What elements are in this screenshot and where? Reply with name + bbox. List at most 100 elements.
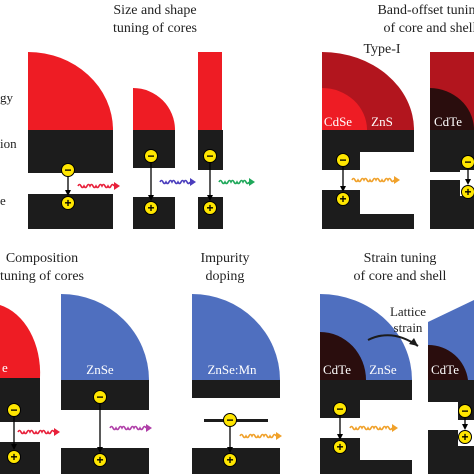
type-i-label: Type-I [363, 42, 400, 57]
medium-dot-hole-sign: + [147, 201, 154, 215]
znse-mn-hole-sign: + [226, 453, 233, 467]
rod-transition-head [207, 195, 213, 201]
strain-cdte-emission-arrowhead [392, 424, 398, 432]
cdte-electron-circle [461, 155, 474, 169]
medium-dot-hole-circle [144, 201, 158, 215]
lattice-label: Lattice [390, 304, 426, 319]
cdse-zns-valence-band [322, 190, 414, 229]
strain-label: strain [394, 320, 423, 335]
axis-conduction-fragment: ion [0, 136, 17, 151]
composition-title-2: tuning of cores [0, 269, 84, 284]
znse-mn-emission-arrowhead [276, 432, 282, 440]
znse-core-shape [61, 294, 149, 380]
strained-cdte-label: CdTe [431, 362, 459, 377]
transitions-layer: − + − + − + − + − + − + − + − + − + − + [7, 149, 474, 467]
strain-znse-label: ZnSe [369, 362, 397, 377]
znse-hole-sign: + [96, 453, 103, 467]
composition-title-1: Composition [6, 251, 78, 266]
cdte-core-shape [430, 88, 474, 130]
composition-red-hole-circle [7, 450, 21, 464]
large-dot-emission-arrowhead [114, 182, 120, 190]
znse-mn-electron-sign: − [226, 413, 233, 427]
znse-transition-head [97, 447, 103, 453]
impurity-title-1: Impurity [201, 251, 250, 266]
znse-mn-electron-circle [223, 413, 237, 427]
cdte-valence-band [430, 180, 474, 229]
medium-dot-transition-head [148, 195, 154, 201]
zns-label: ZnS [371, 114, 393, 129]
znse-label: ZnSe [86, 362, 114, 377]
impurity-panel: ZnSe:Mn [192, 294, 280, 474]
cdse-zns-hole-sign: + [339, 192, 346, 206]
strained-cdte-hole-sign: + [461, 430, 468, 444]
cdse-zns-emission-wave [351, 177, 395, 183]
composition-panel: e ZnSe [0, 294, 149, 474]
znse-electron-sign: − [96, 390, 103, 404]
cdse-zns-electron-sign: − [339, 153, 346, 167]
rod-core-shape [198, 52, 222, 130]
composition-red-electron-sign: − [10, 403, 17, 417]
band-offset-title-2: of core and shell [384, 21, 474, 36]
impurity-title-2: doping [206, 269, 245, 284]
composition-red-emission-wave [17, 429, 55, 435]
large-dot-hole-circle [61, 196, 75, 210]
znse-emission-wave [109, 425, 147, 431]
large-dot-emission-wave [77, 183, 115, 189]
cdte-transition-head [465, 179, 471, 185]
strain-cdte-label: CdTe [323, 362, 351, 377]
strained-core-shape [428, 344, 468, 380]
strained-cdte-electron-circle [458, 404, 472, 418]
cdte-electron-sign: − [464, 155, 471, 169]
strain-conduction-band [320, 380, 412, 418]
cdte-hole-sign: + [464, 185, 471, 199]
cdse-core-shape [322, 88, 367, 130]
strained-cdte-hole-circle [458, 430, 472, 444]
rod-electron-sign: − [206, 149, 213, 163]
strain-cdte-hole-circle [333, 440, 347, 454]
strain-title-1: Strain tuning [364, 251, 437, 266]
znse-electron-circle [93, 390, 107, 404]
composition-red-transition-head [11, 444, 17, 450]
cdse-zns-transition-head [340, 186, 346, 192]
cdse-label: CdSe [324, 114, 352, 129]
cdte-hole-circle [461, 185, 474, 199]
size-shape-title-1: Size and shape [113, 3, 196, 18]
znse-hole-circle [93, 453, 107, 467]
medium-dot-electron-circle [144, 149, 158, 163]
znse-mn-emission-wave [239, 433, 277, 439]
large-dot-hole-sign: + [64, 196, 71, 210]
large-dot-electron-sign: − [64, 163, 71, 177]
cdse-zns-electron-circle [336, 153, 350, 167]
size-shape-panel [28, 52, 223, 229]
znse-mn-core-shape [192, 294, 280, 380]
axis-energy-fragment: gy [0, 90, 14, 105]
rod-emission-arrowhead [249, 178, 255, 186]
strain-cdte-transition-head [337, 434, 343, 440]
znse-mn-transition-head [227, 447, 233, 453]
strain-title-2: of core and shell [354, 269, 447, 284]
composition-red-conduction-band [0, 378, 40, 422]
strained-cdte-electron-sign: − [461, 404, 468, 418]
composition-red-emission-arrowhead [54, 428, 60, 436]
strain-cdte-electron-sign: − [336, 402, 343, 416]
rod-hole-circle [203, 201, 217, 215]
rod-hole-sign: + [206, 201, 213, 215]
cdse-zns-hole-circle [336, 192, 350, 206]
composition-red-hole-sign: + [10, 450, 17, 464]
medium-dot-emission-arrowhead [190, 178, 196, 186]
cdse-zns-conduction-band [322, 130, 414, 170]
znse-mn-conduction-band [192, 380, 280, 398]
large-dot-electron-circle [61, 163, 75, 177]
strained-cdte-transition-head [462, 424, 468, 430]
strain-cdte-electron-circle [333, 402, 347, 416]
lattice-strain-arrowhead [409, 338, 418, 346]
znse-mn-label: ZnSe:Mn [207, 362, 257, 377]
composition-red-electron-circle [7, 403, 21, 417]
znse-emission-arrowhead [146, 424, 152, 432]
rod-emission-wave [218, 179, 250, 185]
rod-electron-circle [203, 149, 217, 163]
composition-red-core [0, 305, 41, 378]
strained-valence-band [428, 430, 474, 474]
band-offset-panel: CdSe ZnS CdTe [322, 52, 474, 229]
